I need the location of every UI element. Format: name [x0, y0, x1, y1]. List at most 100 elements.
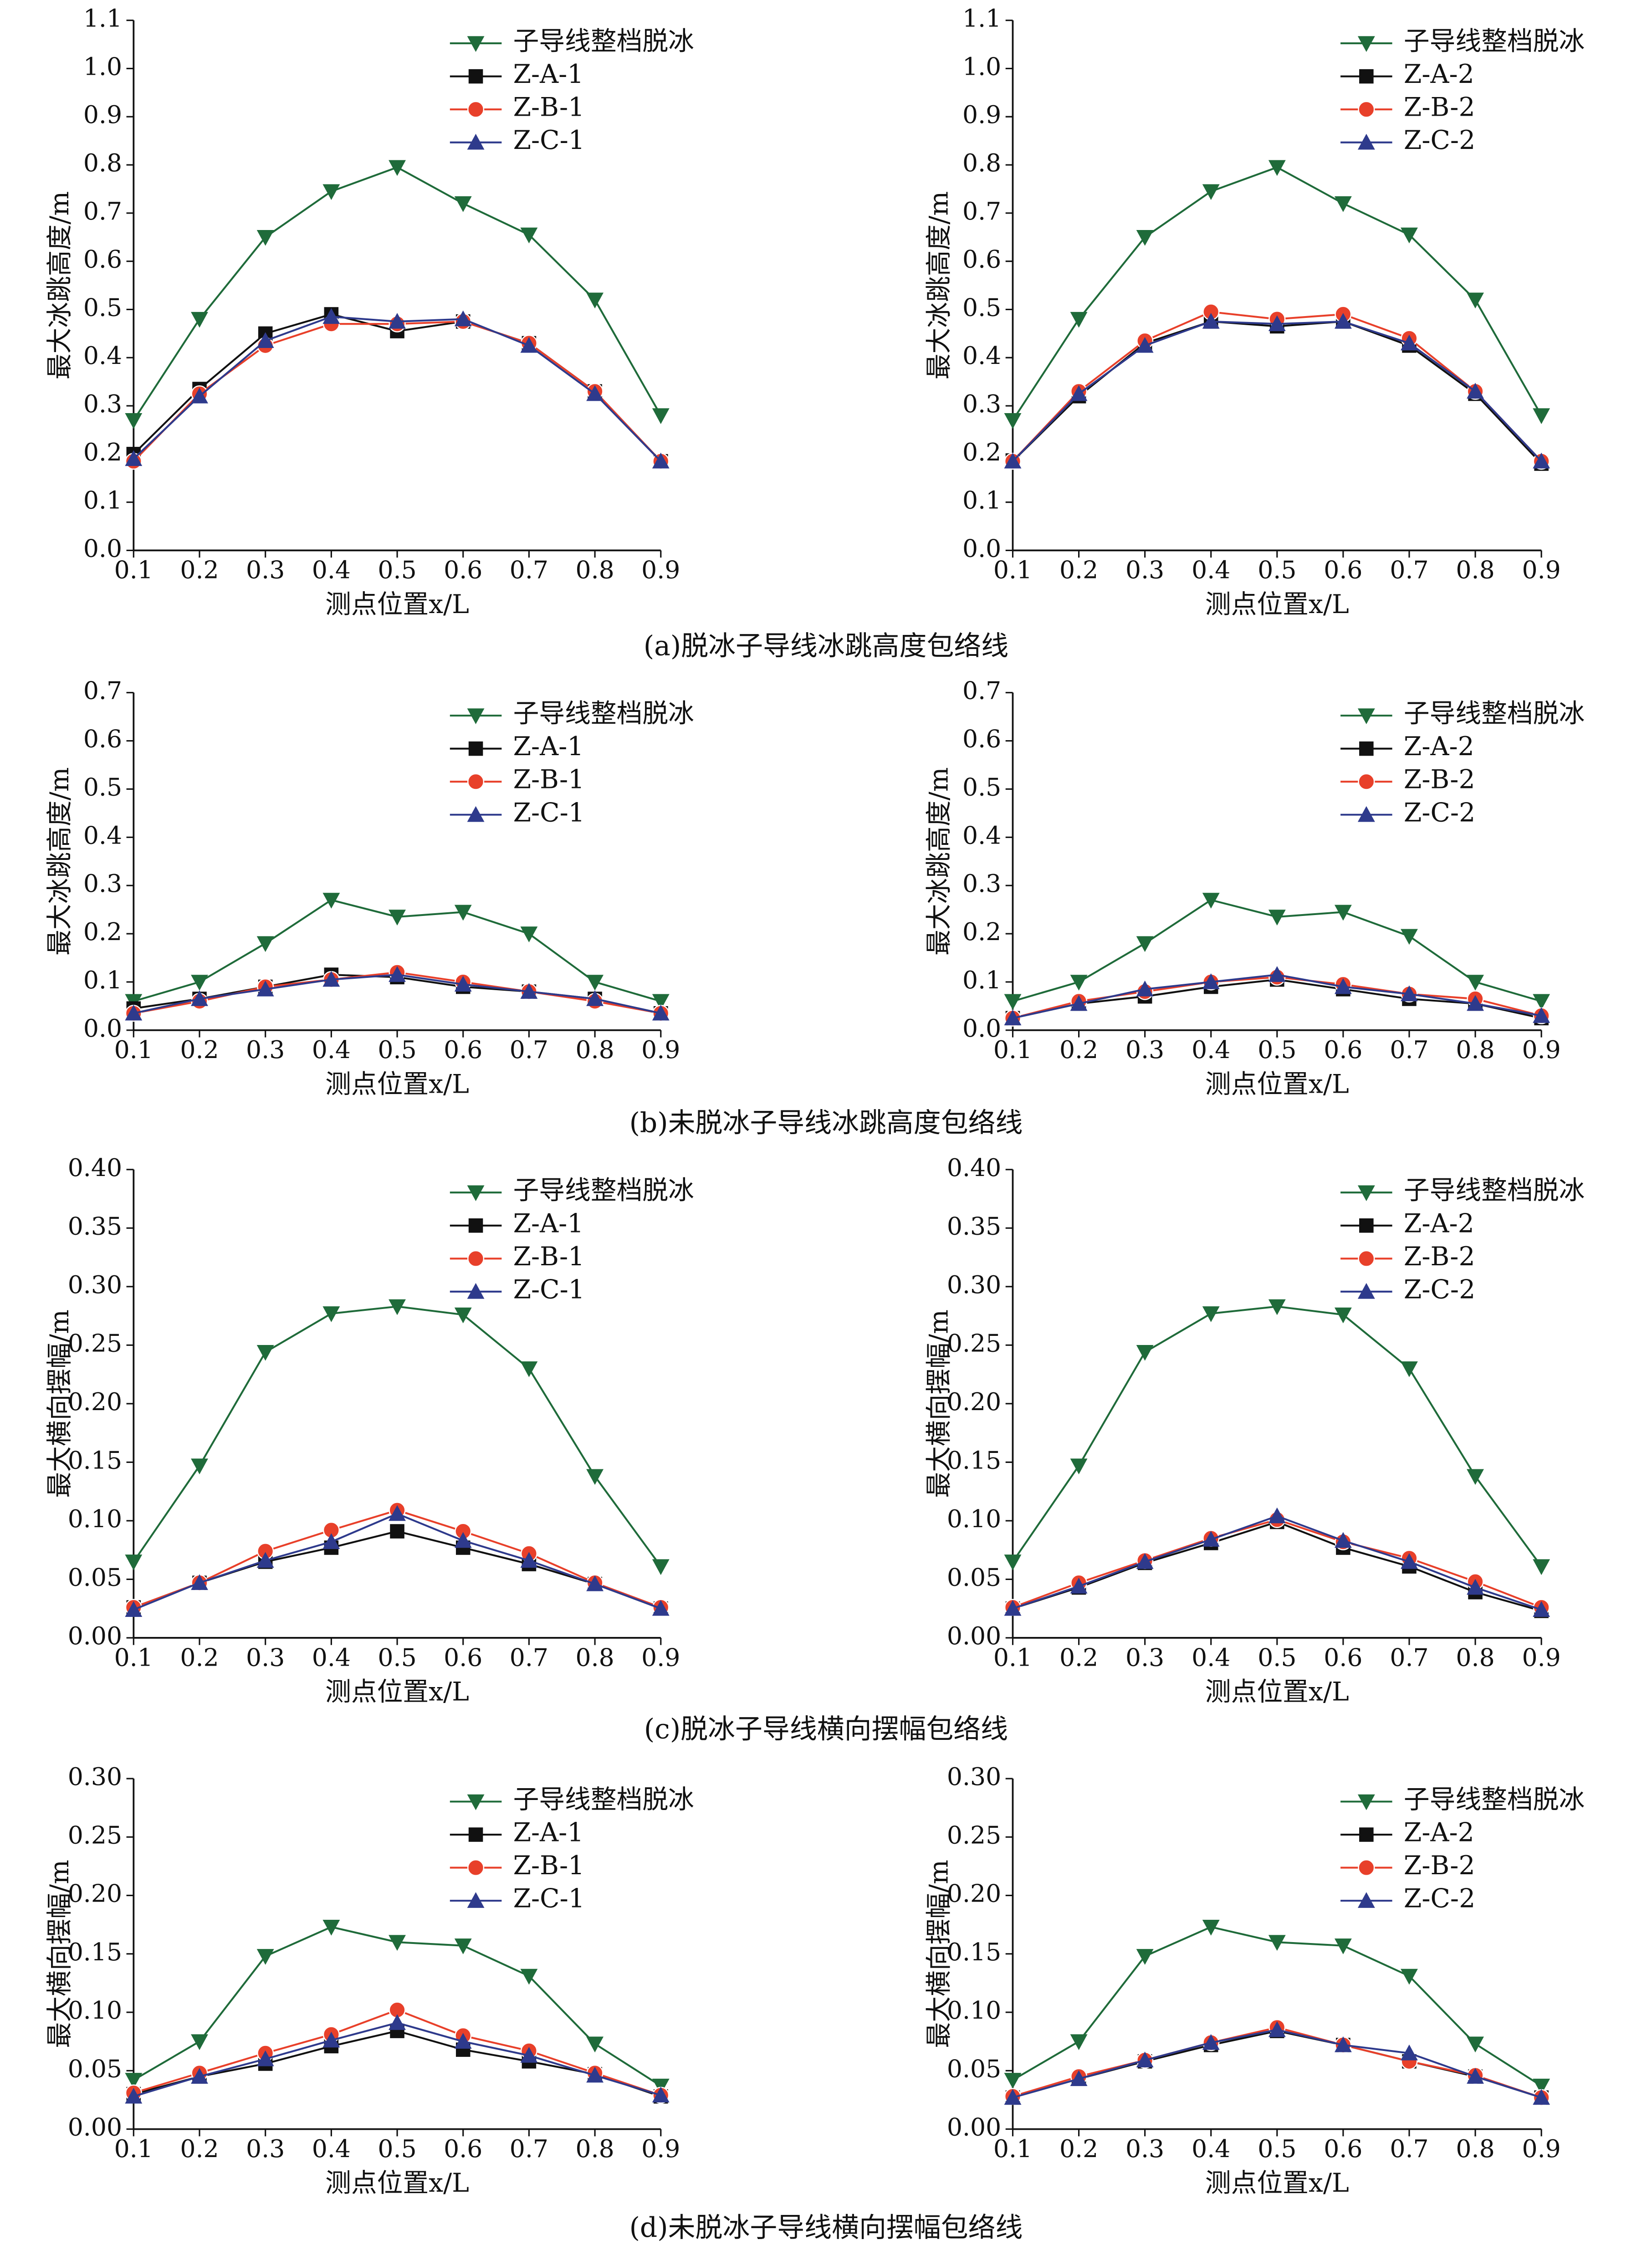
- marker: [454, 1532, 472, 1548]
- marker: [1533, 1601, 1550, 1617]
- x-tick-label: 0.3: [246, 1643, 285, 1672]
- marker: [468, 1218, 483, 1233]
- legend-label: 子导线整档脱冰: [1404, 1176, 1585, 1206]
- x-tick-label: 0.2: [180, 556, 219, 584]
- x-tick-label: 0.6: [1324, 2134, 1362, 2163]
- x-tick-label: 0.3: [1125, 556, 1164, 584]
- x-tick-label: 0.8: [575, 2134, 614, 2163]
- legend-label: 子导线整档脱冰: [513, 26, 694, 56]
- marker: [389, 2014, 406, 2030]
- marker: [1202, 2034, 1220, 2050]
- x-tick-label: 0.9: [1522, 556, 1561, 584]
- marker: [1401, 1361, 1418, 1377]
- marker: [467, 773, 485, 790]
- y-tick-label: 0.7: [83, 676, 122, 705]
- marker: [1334, 905, 1352, 921]
- marker: [467, 1185, 485, 1202]
- marker: [1467, 975, 1484, 991]
- legend-label: Z-B-1: [513, 765, 585, 795]
- marker: [125, 1601, 143, 1617]
- marker: [1359, 1218, 1374, 1233]
- x-axis-label: 测点位置x/L: [1205, 589, 1349, 619]
- marker: [1070, 385, 1088, 401]
- y-tick-label: 0.5: [962, 772, 1001, 801]
- marker: [256, 2050, 274, 2066]
- x-tick-label: 0.4: [312, 2134, 351, 2163]
- x-tick-label: 0.2: [180, 2134, 219, 2163]
- marker: [454, 2033, 472, 2049]
- x-tick-label: 0.5: [1258, 1643, 1296, 1672]
- legend-label: Z-C-1: [513, 125, 585, 155]
- marker: [1004, 413, 1022, 429]
- y-tick-label: 1.1: [962, 4, 1001, 33]
- marker: [1334, 1938, 1352, 1954]
- y-tick-label: 0.6: [83, 245, 122, 274]
- marker: [125, 1555, 143, 1570]
- marker: [1070, 1577, 1088, 1594]
- marker: [467, 1892, 485, 1908]
- x-tick-label: 0.6: [444, 1035, 482, 1064]
- marker: [454, 905, 472, 921]
- marker: [1268, 910, 1286, 926]
- legend-label: 子导线整档脱冰: [1404, 26, 1585, 56]
- y-tick-label: 0.20: [68, 1879, 122, 1908]
- legend-label: Z-B-2: [1404, 1851, 1475, 1881]
- x-tick-label: 0.1: [114, 2134, 153, 2163]
- x-tick-label: 0.8: [1456, 2134, 1494, 2163]
- y-tick-label: 0.25: [68, 1820, 122, 1849]
- marker: [467, 1859, 485, 1877]
- marker: [1334, 1532, 1352, 1548]
- x-axis-label: 测点位置x/L: [1205, 1069, 1349, 1099]
- y-axis-label: 最大冰跳高度/m: [45, 191, 75, 380]
- caption: (a)脱冰子导线冰跳高度包络线: [644, 630, 1008, 662]
- y-tick-label: 0.2: [83, 917, 122, 946]
- y-tick-label: 0.5: [83, 772, 122, 801]
- y-tick-label: 0.30: [68, 1270, 122, 1299]
- marker: [322, 1306, 340, 1322]
- marker: [586, 2066, 604, 2083]
- x-tick-label: 0.8: [1456, 1643, 1494, 1672]
- x-axis-label: 测点位置x/L: [1205, 1677, 1349, 1707]
- series-line: [1012, 2030, 1542, 2099]
- marker: [586, 385, 604, 401]
- marker: [1202, 1531, 1220, 1547]
- marker: [256, 980, 274, 997]
- marker: [1004, 2089, 1022, 2105]
- series-line: [133, 320, 662, 462]
- x-tick-label: 0.7: [510, 1035, 548, 1064]
- y-tick-label: 0.20: [947, 1387, 1001, 1416]
- marker: [468, 69, 483, 84]
- caption: (d)未脱冰子导线横向摆幅包络线: [629, 2212, 1023, 2244]
- y-tick-label: 0.9: [83, 100, 122, 129]
- caption: (c)脱冰子导线横向摆幅包络线: [644, 1713, 1008, 1745]
- series-line: [1012, 1515, 1542, 1611]
- marker: [1357, 1892, 1375, 1908]
- marker: [467, 1250, 485, 1267]
- marker: [1357, 806, 1375, 822]
- x-tick-label: 0.9: [1522, 1035, 1561, 1064]
- series-line: [133, 1530, 661, 1610]
- legend-label: Z-C-2: [1404, 1274, 1475, 1304]
- y-tick-label: 0.9: [962, 100, 1001, 129]
- x-axis-label: 测点位置x/L: [1205, 2168, 1349, 2198]
- marker: [520, 1361, 538, 1377]
- x-tick-label: 0.7: [1390, 1643, 1428, 1672]
- y-tick-label: 0.3: [83, 389, 122, 418]
- marker: [1401, 1969, 1418, 1985]
- marker: [256, 1345, 274, 1361]
- marker: [1467, 1469, 1484, 1485]
- marker: [1268, 1299, 1286, 1315]
- marker: [586, 2036, 604, 2053]
- y-tick-label: 0.2: [962, 438, 1001, 466]
- legend-label: 子导线整档脱冰: [513, 699, 694, 729]
- marker: [467, 1283, 485, 1299]
- x-tick-label: 0.3: [1125, 2134, 1164, 2163]
- legend-label: Z-C-1: [513, 1274, 585, 1304]
- x-tick-label: 0.9: [1522, 1643, 1561, 1672]
- x-tick-label: 0.8: [1456, 556, 1494, 584]
- x-tick-label: 0.1: [993, 1035, 1032, 1064]
- y-tick-label: 0.0: [962, 534, 1001, 562]
- marker: [454, 196, 472, 212]
- marker: [1202, 184, 1220, 200]
- y-tick-label: 0.7: [962, 197, 1001, 225]
